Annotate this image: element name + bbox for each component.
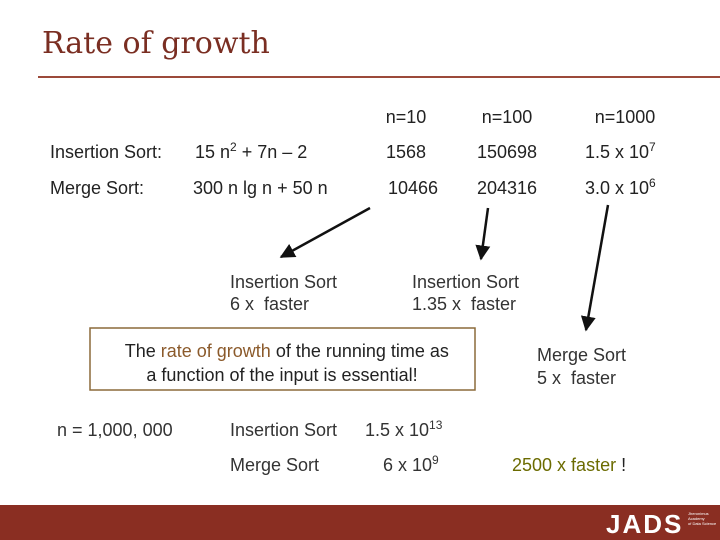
count: 3.0 x 106 [585,176,656,198]
footer-bar [0,505,720,540]
text-piece: 1.5 x 10 [365,420,429,440]
text-piece: + 7n – 2 [237,142,308,162]
callout: 5 x faster [537,368,616,388]
superscript: 9 [432,453,439,467]
note: The rate of growth of the running time a… [100,341,464,361]
alg-name: Insertion Sort [230,420,337,440]
callout: Insertion Sort [412,272,519,292]
arrow [580,204,610,332]
text-piece: 1.5 x 10 [585,142,649,162]
superscript: 13 [429,418,443,432]
text-piece: 3.0 x 10 [585,178,649,198]
count: 204316 [477,178,537,198]
slide-title: Rate of growth [42,26,270,61]
superscript: 7 [649,140,656,154]
superscript: 6 [649,176,656,190]
header: n=100 [482,107,533,127]
count: 1.5 x 107 [585,140,656,162]
n-label: n = 1,000, 000 [57,420,173,440]
note-box [89,327,476,391]
header: n=10 [386,107,427,127]
time: 6 x 109 [383,453,439,475]
header: n=1000 [595,107,656,127]
callout: Merge Sort [537,345,626,365]
text-piece: 6 x 10 [383,455,432,475]
alg-name: Merge Sort [230,455,319,475]
callout: 1.35 x faster [412,294,516,314]
tagline: of Data Science [688,521,717,526]
arrow [475,207,491,261]
count: 150698 [477,142,537,162]
result: 2500 x faster ! [487,455,641,475]
note: a function of the input is essential! [146,365,417,385]
callout: 6 x faster [230,294,309,314]
note-text: of the running time as [271,341,449,361]
callout: Insertion Sort [230,272,337,292]
time: 1.5 x 1013 [365,418,443,440]
formula: 15 n2 + 7n – 2 [195,140,307,162]
superscript: 2 [230,140,237,154]
row-name: Insertion Sort: [50,142,162,162]
tagline: Jheronimus [688,511,709,516]
note-text: The [125,341,161,361]
count: 1568 [386,142,426,162]
tagline: Academy [688,516,705,521]
logo: JADS [606,509,683,539]
row-name: Merge Sort: [50,178,144,198]
result-text: ! [616,455,626,475]
note-highlight: rate of growth [161,341,271,361]
text-piece: 15 n [195,142,230,162]
count: 10466 [388,178,438,198]
result-highlight: 2500 x faster [512,455,616,475]
formula: 300 n lg n + 50 n [193,178,328,198]
arrow [279,206,371,259]
